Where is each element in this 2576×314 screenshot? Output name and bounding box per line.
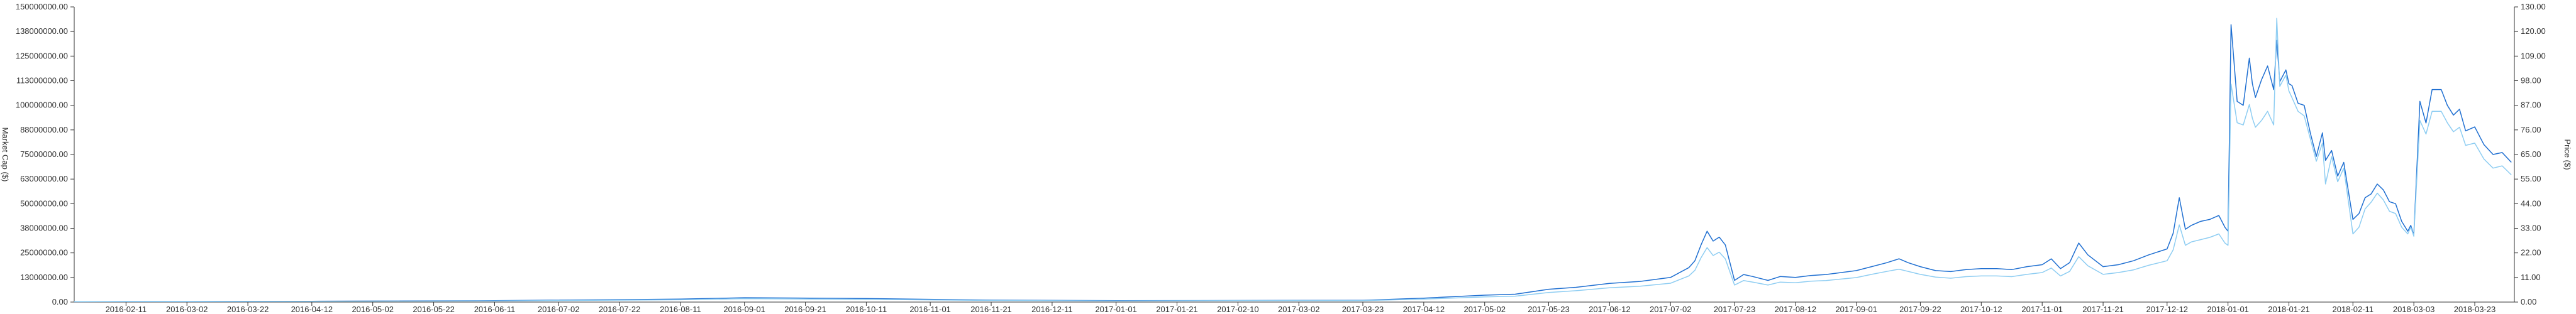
y-left-tick-label: 0.00 [52,297,68,306]
x-tick-label: 2017-05-02 [1463,305,1506,314]
x-tick-label: 2018-03-03 [2393,305,2435,314]
x-tick-label: 2017-01-21 [1156,305,1198,314]
x-tick-label: 2017-04-12 [1403,305,1445,314]
y-right-tick-label: 44.00 [2521,198,2541,208]
y-left-tick-label: 13000000.00 [20,273,68,282]
y-left-tick-label: 75000000.00 [20,149,68,159]
y-left-tick-label: 138000000.00 [16,26,68,36]
x-tick-label: 2016-03-02 [166,305,208,314]
axes-group: 0.00 13000000.00 25000000.00 38000000.00 500… [16,2,2546,314]
y-left-tick-label: 88000000.00 [20,125,68,134]
x-tick-label: 2018-02-11 [2332,305,2373,314]
x-tick-label: 2016-12-11 [1031,305,1073,314]
x-tick-label: 2016-07-02 [538,305,580,314]
market-cap-series-line [74,24,2512,303]
x-tick-label: 2017-03-02 [1278,305,1320,314]
y-right-tick-label: 87.00 [2521,100,2541,110]
x-tick-label: 2017-03-23 [1342,305,1384,314]
x-tick-label: 2017-12-12 [2146,305,2189,314]
y-left-tick-label: 25000000.00 [20,248,68,257]
x-tick-label: 2016-11-01 [909,305,951,314]
x-tick-label: 2017-07-02 [1650,305,1692,314]
y-right-tick-label: 55.00 [2521,174,2541,183]
y-right-tick-label: 11.00 [2521,273,2541,282]
y-right-tick-label: 33.00 [2521,224,2541,233]
series-group [74,18,2512,303]
y-right-tick-label: 98.00 [2521,76,2541,85]
y-right-tick-label: 76.00 [2521,125,2541,134]
x-tick-label: 2017-07-23 [1714,305,1756,314]
x-tick-label: 2017-08-12 [1775,305,1817,314]
x-tick-label: 2016-10-11 [846,305,887,314]
x-tick-label: 2017-02-10 [1217,305,1259,314]
x-tick-label: 2016-09-21 [784,305,826,314]
y-right-tick-label: 109.00 [2521,51,2546,60]
price-series-line [74,18,2512,303]
x-tick-label: 2018-03-23 [2454,305,2496,314]
x-tick-label: 2017-06-12 [1589,305,1631,314]
x-tick-label: 2017-10-12 [1960,305,2002,314]
x-tick-label: 2017-01-01 [1095,305,1137,314]
x-tick-label: 2017-09-22 [1899,305,1941,314]
x-tick-label: 2017-09-01 [1835,305,1877,314]
x-tick-label: 2017-11-01 [2021,305,2063,314]
x-tick-label: 2017-05-23 [1528,305,1570,314]
x-tick-label: 2018-01-21 [2268,305,2310,314]
x-tick-label: 2016-05-22 [413,305,455,314]
x-tick-label: 2016-08-11 [660,305,701,314]
x-tick-label: 2016-04-12 [291,305,333,314]
y-left-tick-label: 50000000.00 [20,198,68,208]
x-tick-label: 2016-03-22 [227,305,269,314]
x-tick-label: 2016-02-11 [106,305,147,314]
y-left-tick-label: 150000000.00 [16,2,68,11]
y-left-tick-label: 100000000.00 [16,100,68,110]
x-tick-label: 2016-09-01 [723,305,765,314]
x-tick-label: 2017-11-21 [2082,305,2124,314]
y-left-tick-label: 113000000.00 [16,76,68,85]
y-right-tick-label: 130.00 [2521,2,2546,11]
y-axis-left-title: Market Cap ($) [1,127,10,182]
y-right-tick-label: 65.00 [2521,149,2541,159]
y-right-tick-label: 120.00 [2521,26,2546,36]
x-tick-label: 2016-11-21 [970,305,1012,314]
y-right-tick-label: 0.00 [2521,297,2536,306]
x-tick-label: 2016-05-02 [352,305,394,314]
y-left-tick-label: 38000000.00 [20,224,68,233]
y-left-tick-label: 125000000.00 [16,51,68,60]
x-tick-label: 2016-06-11 [474,305,516,314]
x-tick-label: 2018-01-01 [2207,305,2249,314]
y-right-tick-label: 22.00 [2521,248,2541,257]
y-left-tick-label: 63000000.00 [20,174,68,183]
x-tick-label: 2016-07-22 [599,305,641,314]
y-axis-right-title: Price ($) [2563,139,2572,170]
